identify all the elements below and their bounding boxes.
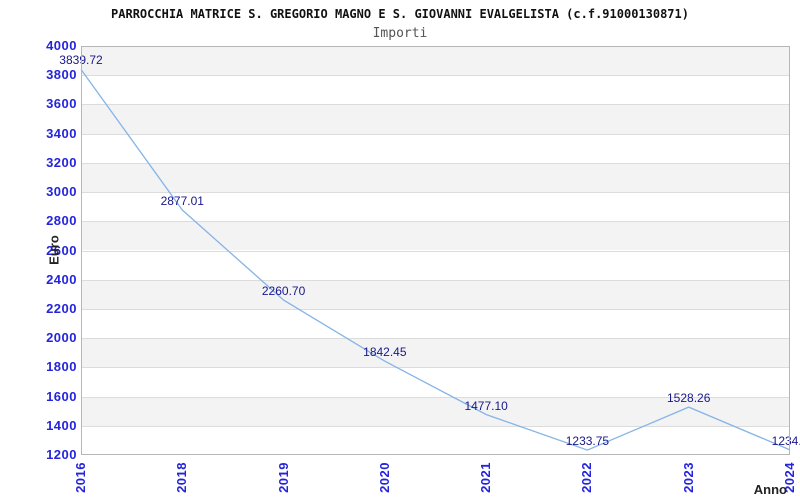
gridline xyxy=(81,279,790,281)
point-label: 1233.75 xyxy=(565,434,610,449)
gridline xyxy=(81,396,790,398)
y-tick-label: 3600 xyxy=(46,96,77,112)
plot-area: 3839.72 2877.01 2260.70 1842.45 1477.10 1233.… xyxy=(59,46,800,455)
gridline xyxy=(81,104,790,106)
grid-band xyxy=(81,221,790,251)
point-label: 2260.70 xyxy=(261,284,306,299)
gridline xyxy=(81,192,790,194)
gridline xyxy=(81,162,790,164)
point-label: 1842.45 xyxy=(363,345,407,360)
chart-subtitle: Importi xyxy=(372,26,428,41)
x-tick-label: 2021 xyxy=(478,462,494,493)
gridline xyxy=(81,75,790,77)
grid-band xyxy=(81,308,790,339)
x-tick-label: 2022 xyxy=(579,462,595,493)
x-tick-label: 2016 xyxy=(73,462,88,493)
y-tick-label: 1200 xyxy=(46,447,77,462)
x-tick-label: 2020 xyxy=(376,462,392,493)
point-label: 3839.72 xyxy=(59,53,103,68)
gridline xyxy=(81,250,790,252)
x-tick-label: 2023 xyxy=(680,462,696,493)
y-tick-label: 2200 xyxy=(46,300,77,316)
gridline xyxy=(81,308,790,310)
y-tick-label: 2400 xyxy=(46,271,77,287)
grid-band xyxy=(81,75,790,105)
point-label: 1528.26 xyxy=(667,391,711,406)
gridline xyxy=(81,425,790,427)
grid-band xyxy=(81,396,790,426)
gridline xyxy=(81,338,790,340)
y-tick-label: 4000 xyxy=(46,38,77,53)
grid-band xyxy=(81,425,790,455)
grid-band xyxy=(81,279,790,309)
x-tick-label: 2018 xyxy=(174,462,190,493)
y-axis-title: Euro xyxy=(46,235,62,265)
point-label: 2877.01 xyxy=(160,194,204,209)
chart-title: PARROCCHIA MATRICE S. GREGORIO MAGNO E S… xyxy=(111,7,689,21)
data-line-svg xyxy=(80,69,791,451)
x-tick-label: 2019 xyxy=(275,462,291,493)
data-line xyxy=(80,69,791,451)
grid-band xyxy=(81,250,790,280)
point-label: 1234.7 xyxy=(771,433,800,448)
y-tick-label: 1800 xyxy=(46,359,77,375)
y-tick-label: 3200 xyxy=(46,154,77,170)
grid-band xyxy=(81,192,790,222)
grid-band xyxy=(81,133,790,163)
y-tick-label: 1600 xyxy=(46,388,77,404)
gridline xyxy=(81,133,790,135)
grid-band xyxy=(81,367,790,397)
y-tick-label: 3400 xyxy=(46,125,77,141)
y-tick-label: 3000 xyxy=(46,184,77,200)
y-tick-label: 2600 xyxy=(46,242,77,258)
y-tick-label: 3800 xyxy=(46,67,77,83)
grid-band xyxy=(81,46,790,76)
gridline xyxy=(81,367,790,369)
grid-band xyxy=(81,162,790,193)
x-axis-title: Anno xyxy=(753,482,787,497)
y-tick-label: 1400 xyxy=(46,417,77,433)
gridline xyxy=(81,221,790,223)
y-tick-label: 2800 xyxy=(46,213,77,229)
grid-band xyxy=(81,104,790,134)
grid-band xyxy=(81,338,790,368)
point-label: 1477.10 xyxy=(464,398,508,413)
y-tick-label: 2000 xyxy=(46,330,77,346)
